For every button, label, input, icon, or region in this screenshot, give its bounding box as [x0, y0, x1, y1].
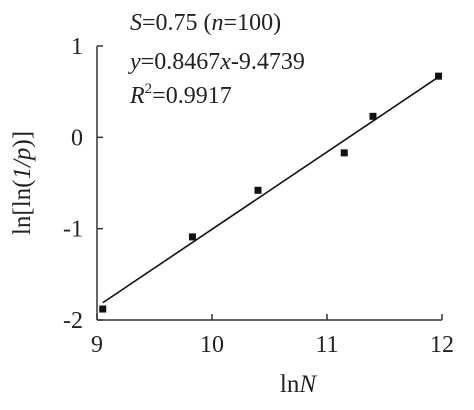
annotation-equation: y=0.8467x-9.4739	[128, 49, 305, 75]
y-tick-label-neg1: -1	[63, 217, 83, 243]
data-points	[99, 72, 443, 313]
x-tick-label-9: 9	[91, 332, 103, 358]
data-point	[369, 112, 377, 120]
data-point	[340, 149, 348, 157]
annotation-r-squared: R2=0.9917	[129, 81, 232, 109]
x-tick-labels: 9 10 11 12	[91, 332, 454, 358]
x-tick-label-11: 11	[315, 332, 338, 358]
ticks	[96, 45, 443, 321]
x-tick-label-10: 10	[200, 332, 224, 358]
y-tick-label-1: 1	[71, 34, 83, 60]
annotation: S=0.75 (n=100) y=0.8467x-9.4739 R2=0.991…	[128, 10, 305, 109]
data-point	[99, 305, 107, 313]
x-tick-label-12: 12	[430, 332, 454, 358]
y-tick-labels: 1 0 -1 -2	[63, 34, 83, 334]
y-axis-title: ln[ln(1/p)]	[9, 131, 36, 235]
y-tick-label-neg2: -2	[63, 308, 83, 334]
data-point	[188, 233, 196, 241]
x-axis-title: lnN	[280, 371, 317, 398]
data-point	[435, 72, 443, 80]
annotation-sample-size: S=0.75 (n=100)	[130, 10, 281, 36]
regression-line	[102, 76, 439, 304]
y-tick-label-0: 0	[71, 125, 83, 151]
data-point	[254, 186, 262, 194]
axes	[96, 46, 442, 321]
